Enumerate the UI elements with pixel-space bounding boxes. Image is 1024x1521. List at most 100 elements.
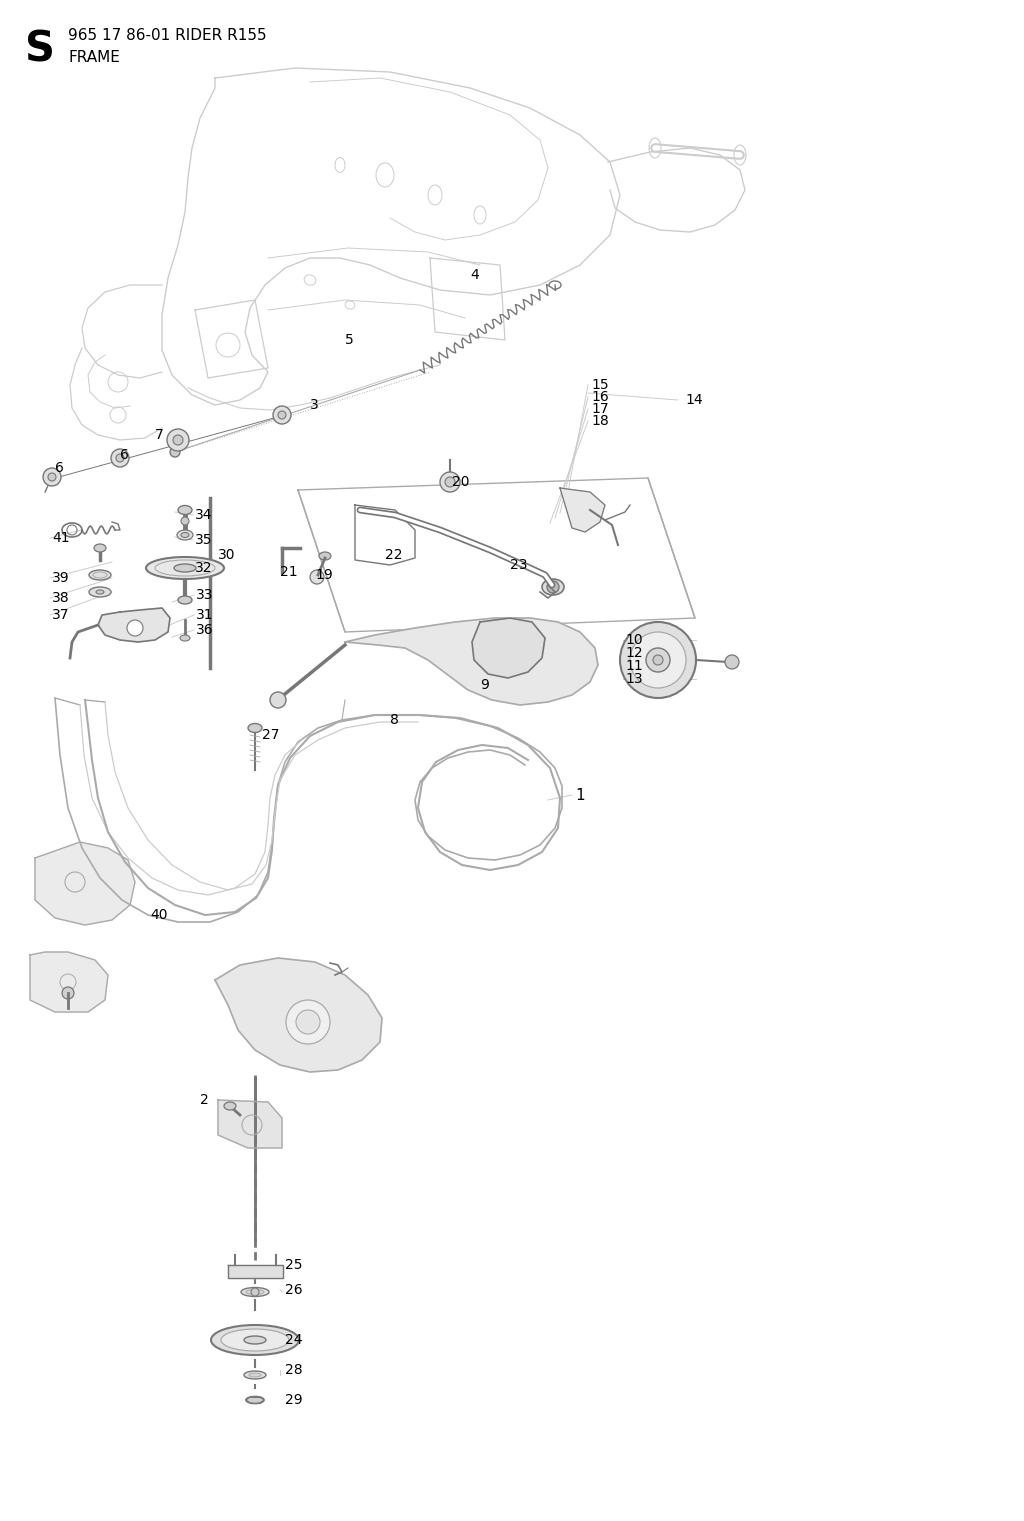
Ellipse shape (146, 557, 224, 580)
Circle shape (111, 449, 129, 467)
Ellipse shape (244, 1335, 266, 1345)
Ellipse shape (211, 1325, 299, 1355)
Text: 2: 2 (200, 1094, 209, 1107)
Circle shape (725, 656, 739, 669)
Text: 41: 41 (52, 531, 70, 545)
Text: 3: 3 (310, 399, 318, 412)
Text: 22: 22 (385, 548, 402, 561)
Ellipse shape (178, 505, 193, 514)
Ellipse shape (89, 570, 111, 580)
Ellipse shape (542, 580, 564, 595)
Text: 36: 36 (196, 624, 214, 637)
Circle shape (286, 999, 330, 1043)
Ellipse shape (244, 1370, 266, 1380)
Polygon shape (218, 1100, 282, 1148)
Ellipse shape (319, 552, 331, 560)
Circle shape (170, 447, 180, 456)
Text: 13: 13 (625, 672, 643, 686)
Text: FRAME: FRAME (68, 50, 120, 65)
Ellipse shape (246, 1290, 264, 1294)
Circle shape (116, 453, 124, 462)
Text: 29: 29 (285, 1393, 303, 1407)
Circle shape (296, 1010, 319, 1034)
Text: 10: 10 (625, 633, 643, 646)
Text: 31: 31 (196, 608, 214, 622)
Text: 17: 17 (591, 402, 608, 417)
Circle shape (547, 581, 559, 593)
Text: 12: 12 (625, 646, 643, 660)
Text: 4: 4 (470, 268, 479, 281)
Text: 23: 23 (510, 558, 527, 572)
Text: 25: 25 (285, 1258, 302, 1272)
Text: 15: 15 (591, 379, 608, 392)
Circle shape (630, 633, 686, 687)
Ellipse shape (248, 724, 262, 733)
Polygon shape (472, 618, 545, 678)
Circle shape (270, 692, 286, 707)
Ellipse shape (181, 532, 189, 537)
Ellipse shape (178, 596, 193, 604)
Text: 8: 8 (390, 713, 399, 727)
Circle shape (445, 478, 455, 487)
Text: 28: 28 (285, 1363, 303, 1377)
Text: 39: 39 (52, 570, 70, 586)
Circle shape (310, 570, 324, 584)
Text: 35: 35 (195, 532, 213, 548)
Ellipse shape (241, 1287, 269, 1296)
Text: 27: 27 (262, 729, 280, 742)
Text: 19: 19 (315, 567, 333, 583)
Text: 24: 24 (285, 1332, 302, 1348)
Text: 7: 7 (155, 427, 164, 443)
Ellipse shape (174, 564, 196, 572)
Polygon shape (35, 843, 135, 925)
Polygon shape (98, 608, 170, 642)
Text: 11: 11 (625, 659, 643, 672)
Ellipse shape (246, 1396, 264, 1404)
Ellipse shape (96, 590, 104, 595)
Polygon shape (560, 488, 605, 532)
Text: 1: 1 (575, 788, 585, 803)
Text: 21: 21 (280, 564, 298, 580)
Text: 14: 14 (685, 392, 702, 408)
Ellipse shape (177, 529, 193, 540)
Circle shape (167, 429, 189, 452)
Circle shape (127, 621, 143, 636)
Text: 30: 30 (218, 548, 236, 561)
Circle shape (440, 472, 460, 491)
Ellipse shape (94, 545, 106, 552)
Circle shape (43, 468, 61, 487)
Text: S: S (25, 27, 55, 70)
Circle shape (653, 656, 663, 665)
Text: 18: 18 (591, 414, 608, 427)
Circle shape (251, 1288, 259, 1296)
Polygon shape (228, 1265, 283, 1278)
Text: 9: 9 (480, 678, 488, 692)
Text: 40: 40 (150, 908, 168, 922)
Polygon shape (30, 952, 108, 1011)
Text: 38: 38 (52, 592, 70, 605)
Text: 20: 20 (452, 475, 469, 488)
Circle shape (48, 473, 56, 481)
Polygon shape (345, 618, 598, 706)
Circle shape (278, 411, 286, 418)
Ellipse shape (224, 1103, 236, 1110)
Circle shape (646, 648, 670, 672)
Text: 6: 6 (120, 449, 129, 462)
Ellipse shape (221, 1329, 289, 1351)
Text: 5: 5 (345, 333, 353, 347)
Text: 32: 32 (195, 561, 213, 575)
Text: 16: 16 (591, 389, 608, 405)
Circle shape (181, 517, 189, 525)
Ellipse shape (89, 587, 111, 598)
Circle shape (173, 435, 183, 446)
Text: 6: 6 (55, 461, 63, 475)
Ellipse shape (180, 634, 190, 640)
Circle shape (273, 406, 291, 424)
Text: 26: 26 (285, 1284, 303, 1297)
Text: 34: 34 (195, 508, 213, 522)
Text: 37: 37 (52, 608, 70, 622)
Text: 33: 33 (196, 589, 213, 602)
Circle shape (620, 622, 696, 698)
Circle shape (62, 987, 74, 999)
Text: 965 17 86-01 RIDER R155: 965 17 86-01 RIDER R155 (68, 27, 266, 43)
